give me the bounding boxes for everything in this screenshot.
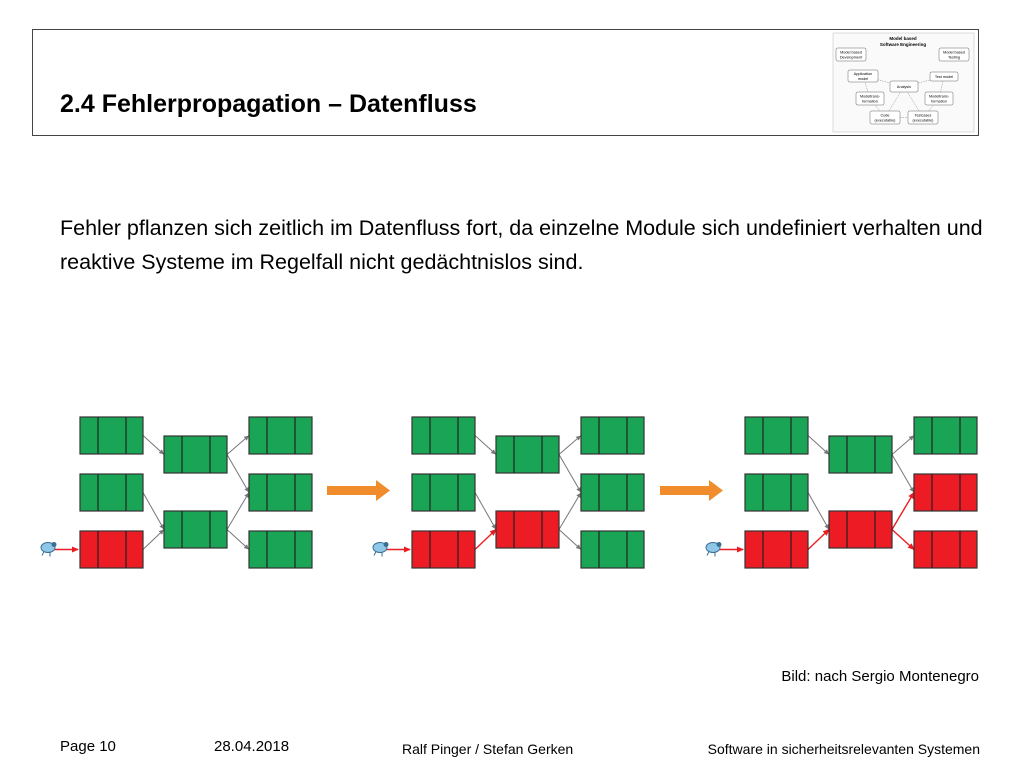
diagram-node-label: Application bbox=[854, 72, 873, 76]
data-flow-link bbox=[807, 435, 830, 455]
diagram-node-code: Code(executable) bbox=[869, 110, 901, 125]
diagram-node-label: formation bbox=[931, 99, 947, 103]
input-module-1-ok bbox=[411, 416, 476, 455]
data-flow-link bbox=[474, 435, 497, 455]
input-module-3-error bbox=[411, 530, 476, 569]
footer-authors: Ralf Pinger / Stefan Gerken bbox=[402, 741, 574, 757]
diagram-node-label: Model based bbox=[943, 51, 965, 55]
propagation-stage-3 bbox=[705, 416, 978, 569]
input-module-2-ok bbox=[411, 473, 476, 512]
diagram-node-label: Testcases bbox=[915, 114, 932, 118]
diagram-node-analysis: Analysis bbox=[889, 80, 919, 93]
output-module-1-ok bbox=[248, 416, 313, 455]
diagram-node-label: Development bbox=[840, 55, 863, 59]
mbse-diagram: Model based Software Engineering Model b… bbox=[832, 32, 975, 133]
header-box bbox=[32, 29, 979, 136]
diagram-node-label: formation bbox=[862, 99, 878, 103]
propagation-stage-2 bbox=[372, 416, 645, 569]
bug-icon bbox=[40, 542, 57, 557]
diagram-node-tc: Testcases(executable) bbox=[907, 110, 939, 125]
input-module-1-ok bbox=[744, 416, 809, 455]
diagram-node-label: Code bbox=[880, 114, 889, 118]
output-module-2-ok bbox=[580, 473, 645, 512]
footer-page-number: Page 10 bbox=[60, 738, 116, 755]
diagram-node-label: Analysis bbox=[897, 85, 911, 89]
diagram-title-line2: Software Engineering bbox=[880, 42, 927, 47]
stage-transition-arrow-2 bbox=[660, 480, 723, 501]
diagram-node-test: Test model bbox=[929, 71, 959, 82]
error-flow-arrow bbox=[891, 491, 915, 530]
data-flow-link bbox=[226, 492, 250, 530]
output-module-2-error bbox=[913, 473, 978, 512]
error-flow-arrow bbox=[807, 528, 830, 551]
diagram-node-mt1: Modeltrans-formation bbox=[855, 91, 885, 106]
input-module-3-error bbox=[79, 530, 144, 569]
data-flow-link bbox=[226, 454, 250, 493]
body-paragraph: Fehler pflanzen sich zeitlich im Datenfl… bbox=[60, 216, 983, 274]
data-flow-link bbox=[558, 454, 582, 493]
diagram-node-label: Modeltrans- bbox=[929, 95, 950, 99]
slide-title: 2.4 Fehlerpropagation – Datenfluss bbox=[60, 90, 477, 118]
data-flow-link bbox=[142, 435, 165, 455]
footer-course: Software in sicherheitsrelevanten System… bbox=[707, 741, 980, 757]
middle-module-2-error bbox=[828, 510, 893, 549]
data-flow-link bbox=[558, 435, 582, 455]
propagation-stage-1 bbox=[40, 416, 313, 569]
error-flow-arrow bbox=[474, 528, 497, 551]
diagram-node-label: (executable) bbox=[913, 118, 935, 122]
data-flow-link bbox=[891, 435, 915, 455]
stage-transition-arrow-1 bbox=[327, 480, 390, 501]
diagram-title-line1: Model based bbox=[889, 36, 917, 41]
data-flow-link bbox=[142, 492, 165, 530]
data-flow-link bbox=[558, 529, 582, 550]
diagram-node-label: Testing bbox=[948, 55, 960, 59]
input-module-1-ok bbox=[79, 416, 144, 455]
middle-module-2-error bbox=[495, 510, 560, 549]
middle-module-2-ok bbox=[163, 510, 228, 549]
input-module-2-ok bbox=[79, 473, 144, 512]
middle-module-1-ok bbox=[828, 435, 893, 474]
output-module-3-error bbox=[913, 530, 978, 569]
diagram-node-label: Test model bbox=[935, 75, 954, 79]
output-module-3-ok bbox=[248, 530, 313, 569]
data-flow-link bbox=[474, 492, 497, 530]
error-flow-arrow bbox=[891, 528, 915, 551]
data-flow-link bbox=[807, 492, 830, 530]
error-propagation-figure bbox=[40, 416, 978, 569]
data-flow-link bbox=[226, 435, 250, 455]
output-module-2-ok bbox=[248, 473, 313, 512]
diagram-node-label: Model based bbox=[840, 51, 862, 55]
middle-module-1-ok bbox=[495, 435, 560, 474]
diagram-node-mt2: Modeltrans-formation bbox=[924, 91, 954, 106]
bug-icon bbox=[705, 542, 722, 557]
middle-module-1-ok bbox=[163, 435, 228, 474]
output-module-1-ok bbox=[580, 416, 645, 455]
input-module-2-ok bbox=[744, 473, 809, 512]
data-flow-link bbox=[142, 529, 165, 550]
bug-icon bbox=[372, 542, 389, 557]
diagram-node-label: Modeltrans- bbox=[860, 95, 881, 99]
diagram-node-label: model bbox=[858, 77, 868, 81]
data-flow-link bbox=[226, 529, 250, 550]
input-module-3-error bbox=[744, 530, 809, 569]
output-module-1-ok bbox=[913, 416, 978, 455]
diagram-node-label: (executable) bbox=[875, 118, 897, 122]
data-flow-link bbox=[891, 454, 915, 493]
footer-date: 28.04.2018 bbox=[214, 738, 290, 755]
diagram-link bbox=[903, 76, 945, 87]
data-flow-link bbox=[558, 492, 582, 530]
image-caption: Bild: nach Sergio Montenegro bbox=[781, 668, 979, 685]
output-module-3-ok bbox=[580, 530, 645, 569]
